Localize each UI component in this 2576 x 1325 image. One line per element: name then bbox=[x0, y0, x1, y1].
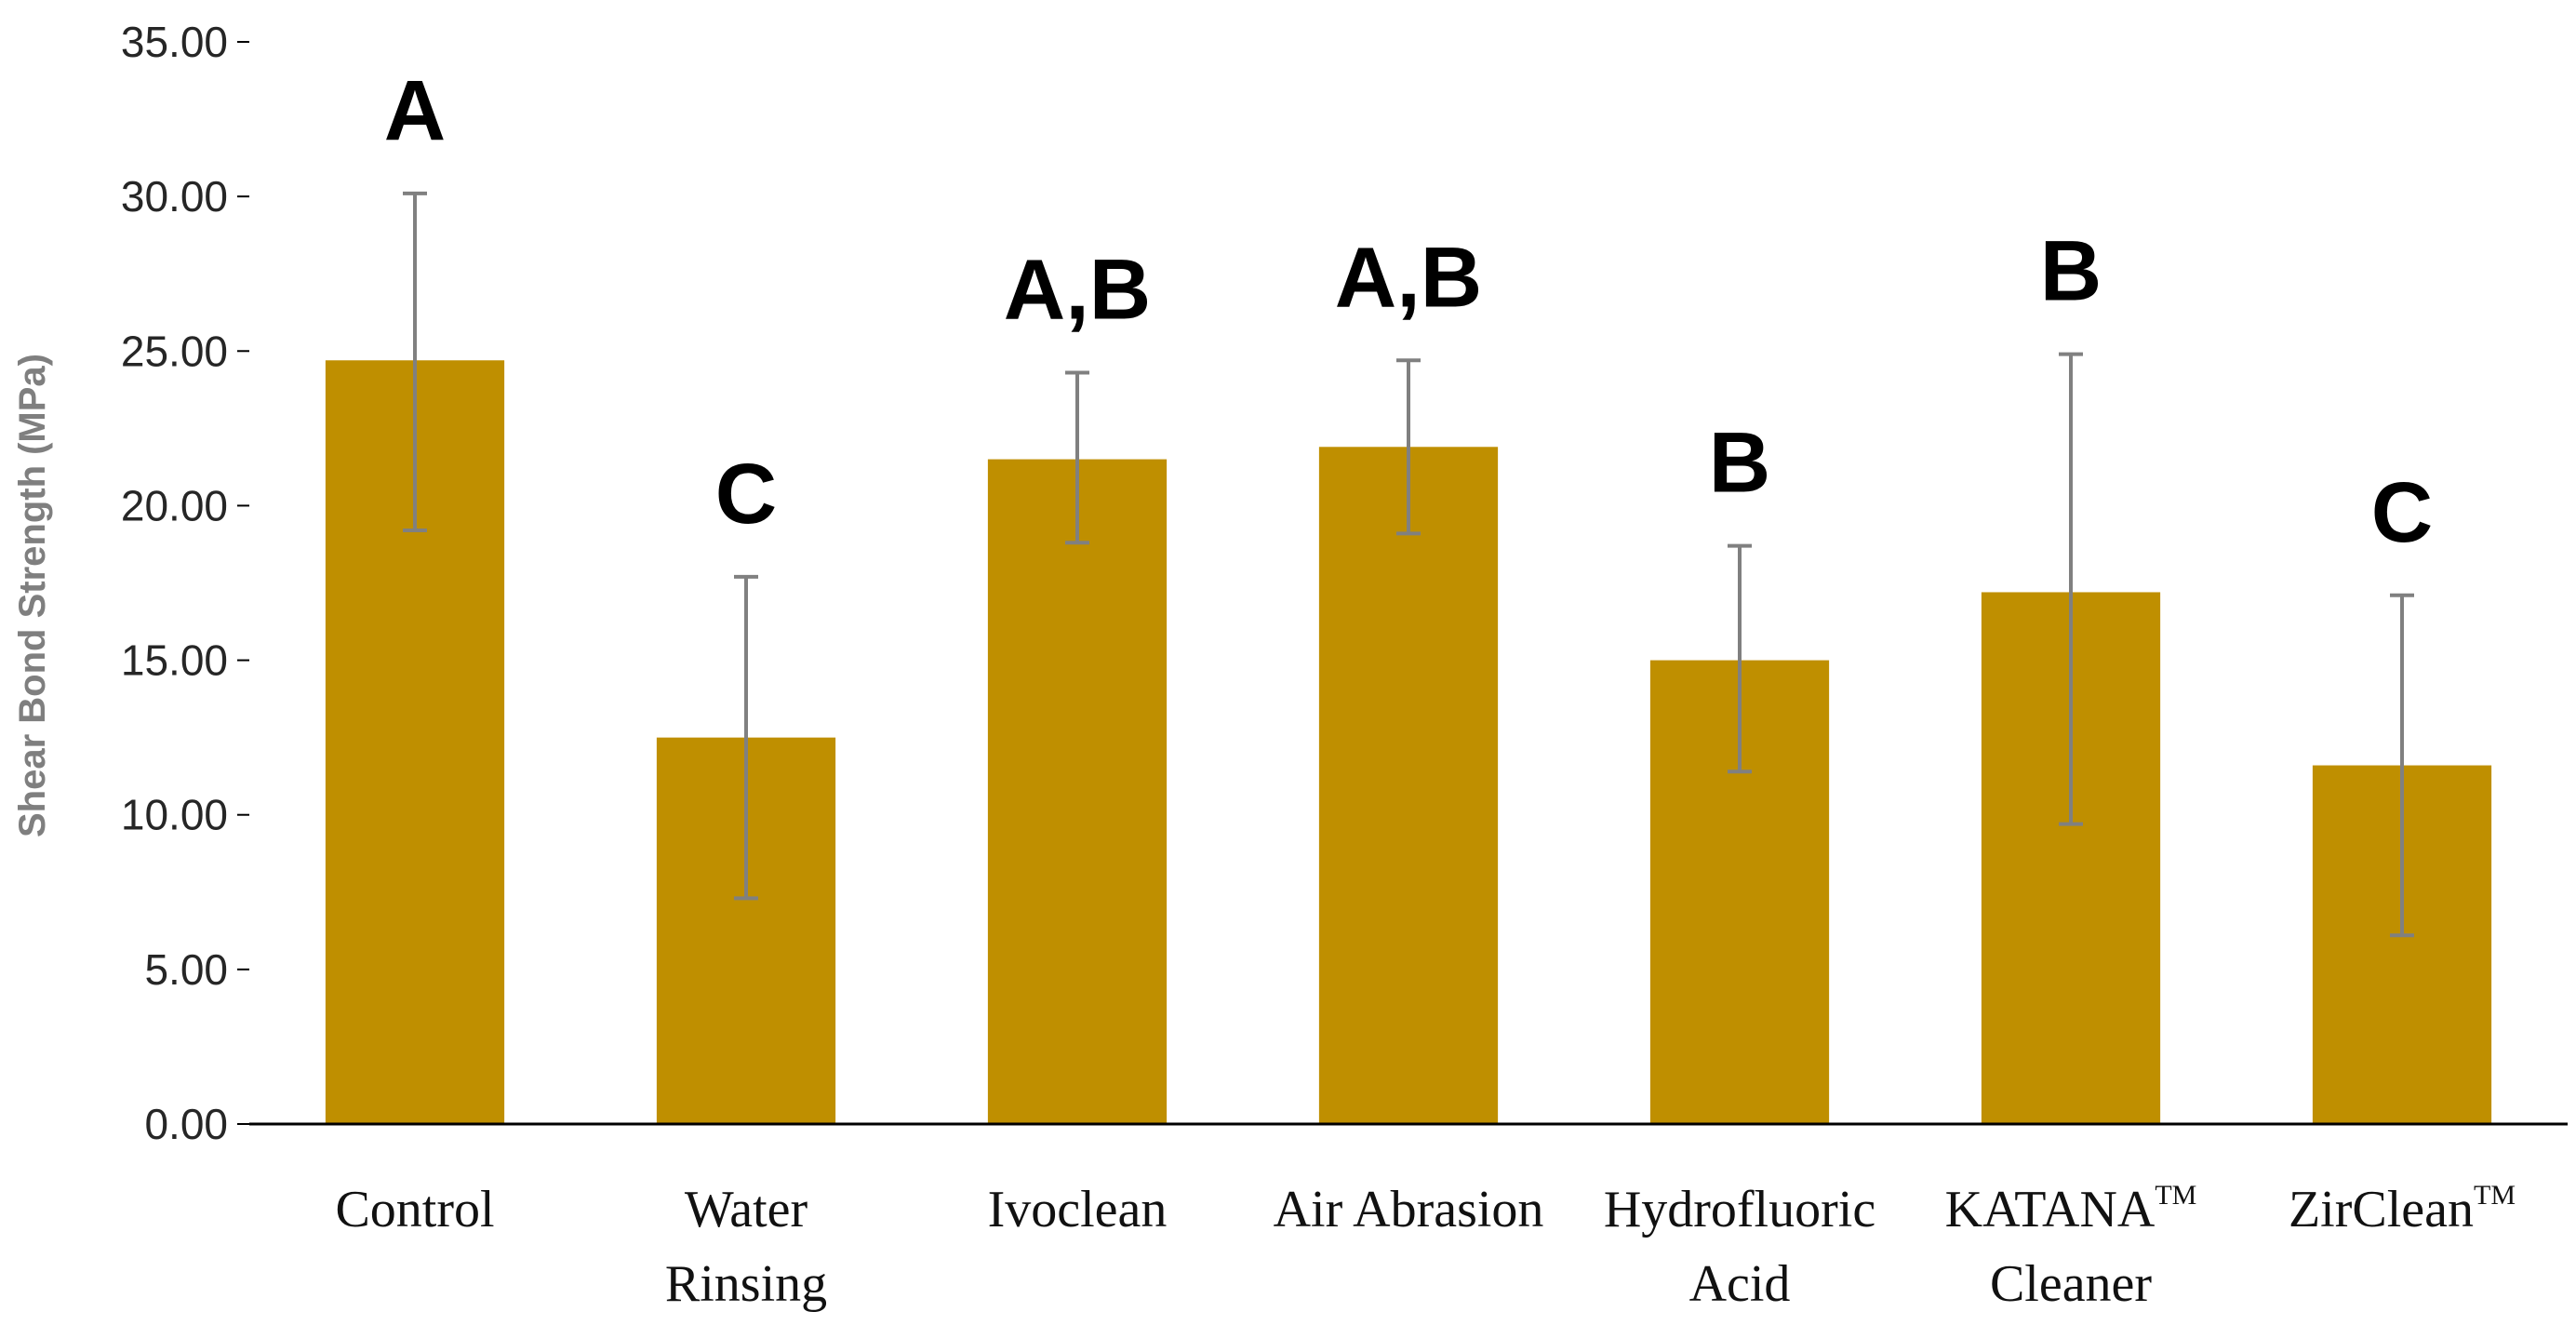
error-bar bbox=[1396, 358, 1421, 536]
x-tick-label: Air Abrasion bbox=[1274, 1181, 1544, 1238]
significance-label: C bbox=[2371, 465, 2433, 560]
x-tick-label: Water bbox=[685, 1181, 808, 1238]
significance-label: C bbox=[715, 447, 777, 542]
y-tick-label: 0.00 bbox=[144, 1100, 228, 1148]
x-tick-label: KATANATM bbox=[1945, 1180, 2197, 1238]
y-tick-label: 20.00 bbox=[121, 481, 228, 529]
x-tick-label: Rinsing bbox=[665, 1255, 827, 1313]
y-ticks: 0.00 5.00 10.00 15.00 20.00 25.00 30.00 35.00 bbox=[121, 18, 249, 1148]
error-bar bbox=[734, 574, 758, 901]
x-tick-label: Control bbox=[335, 1181, 494, 1238]
significance-label: A,B bbox=[1335, 230, 1482, 325]
y-tick-label: 25.00 bbox=[121, 327, 228, 375]
significance-label: B bbox=[1709, 416, 1770, 511]
x-tick-label: Cleaner bbox=[1990, 1255, 2152, 1313]
y-tick-label: 5.00 bbox=[144, 945, 228, 994]
y-axis-title-group: Shear Bond Strength (MPa) bbox=[12, 354, 53, 837]
error-bar bbox=[2390, 593, 2414, 938]
y-tick-label: 10.00 bbox=[121, 791, 228, 839]
significance-label: A bbox=[384, 63, 446, 158]
y-tick-label: 35.00 bbox=[121, 18, 228, 66]
x-tick-label: Ivoclean bbox=[988, 1181, 1168, 1238]
bar bbox=[1318, 447, 1499, 1124]
x-tick-label: Acid bbox=[1689, 1255, 1791, 1313]
significance-label: A,B bbox=[1004, 243, 1151, 338]
error-bar bbox=[2059, 352, 2083, 826]
x-tick-labels: Control Water Rinsing Ivoclean Air Abrasion H… bbox=[335, 1180, 2516, 1313]
significance-labels: A C A,B A,B B B C bbox=[384, 63, 2433, 560]
error-bar bbox=[1728, 543, 1752, 774]
x-tick-label: ZirCleanTM bbox=[2289, 1180, 2516, 1238]
y-axis-title: Shear Bond Strength (MPa) bbox=[12, 354, 53, 837]
bar bbox=[987, 459, 1168, 1125]
bars bbox=[325, 360, 2492, 1125]
error-bars bbox=[403, 191, 2414, 938]
y-tick-label: 15.00 bbox=[121, 636, 228, 685]
error-bar bbox=[1065, 370, 1089, 545]
y-tick-label: 30.00 bbox=[121, 172, 228, 221]
x-tick-label: Hydrofluoric bbox=[1604, 1181, 1875, 1238]
significance-label: B bbox=[2040, 224, 2102, 319]
error-bar bbox=[403, 191, 427, 533]
